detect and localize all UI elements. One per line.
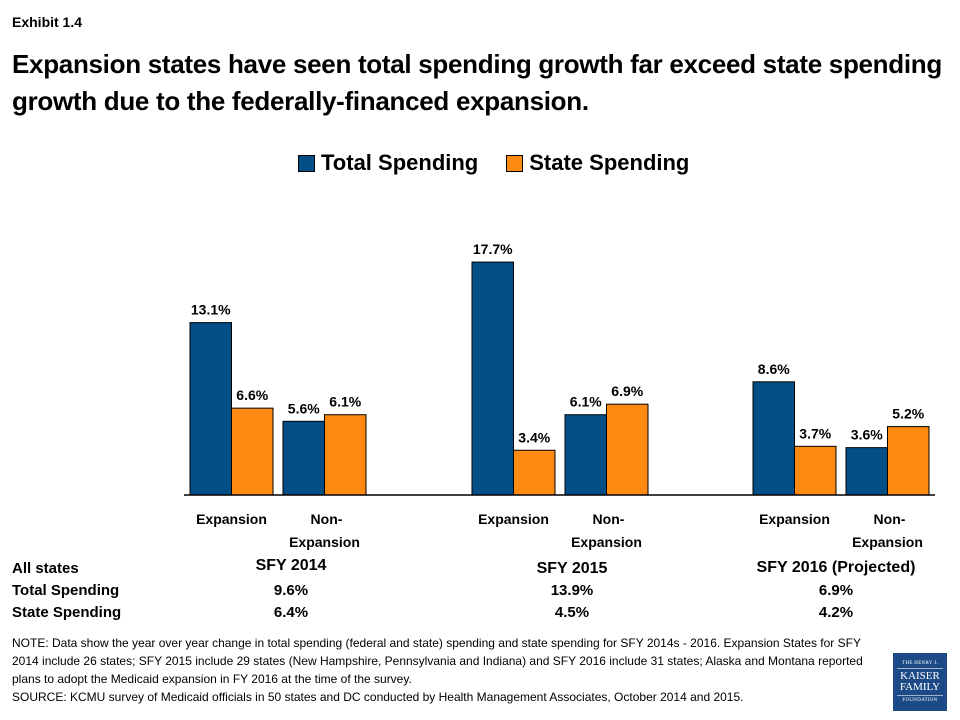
legend-item-total-spending: Total Spending <box>298 150 478 176</box>
row-header-state-spending: State Spending <box>12 604 122 621</box>
state-value-sfy2015: 4.5% <box>554 604 590 621</box>
state-value-sfy2016: 4.2% <box>818 604 854 621</box>
note-text: NOTE: Data show the year over year chang… <box>12 636 863 686</box>
chart-title: Expansion states have seen total spendin… <box>12 49 942 116</box>
category-label-1-1-0: Non- <box>593 511 625 527</box>
data-label-state-0-1: 6.1% <box>329 394 361 410</box>
category-label-2-1-0: Non- <box>874 511 906 527</box>
bar-total-1-1 <box>564 414 607 496</box>
legend-swatch-state <box>506 154 524 172</box>
source-text: SOURCE: KCMU survey of Medicaid official… <box>12 690 744 704</box>
legend-label-state: State Spending <box>529 150 690 175</box>
logo-line-3: FAMILY <box>899 681 941 693</box>
row-header-total-spending: Total Spending <box>12 582 120 599</box>
data-label-state-0-0: 6.6% <box>236 387 268 403</box>
column-header-sfy2016: SFY 2016 (Projected) <box>756 559 916 576</box>
data-label-total-0-1: 5.6% <box>288 400 320 416</box>
bar-total-2-0 <box>752 381 795 496</box>
total-value-sfy2014: 9.6% <box>273 582 309 599</box>
bar-state-0-0 <box>231 407 274 496</box>
data-label-total-1-0: 17.7% <box>473 241 513 257</box>
data-label-state-1-0: 3.4% <box>518 429 550 445</box>
total-value-sfy2015: 13.9% <box>550 582 594 599</box>
data-label-total-1-1: 6.1% <box>570 394 602 410</box>
logo-line-1: THE HENRY J. <box>897 661 943 669</box>
category-label-0-1-0: Non- <box>311 511 343 527</box>
notes: NOTE: Data show the year over year chang… <box>12 634 872 706</box>
bar-state-2-1 <box>887 426 930 496</box>
column-header-sfy2015: SFY 2015 <box>536 560 608 577</box>
data-label-total-2-1: 3.6% <box>851 427 883 443</box>
bar-chart: 13.1% 6.6% Expansion 5.6% 6.1% Non- Expansion 1… <box>184 241 935 550</box>
bar-state-1-1 <box>606 403 649 496</box>
bar-total-0-0 <box>189 322 232 496</box>
category-label-2-1-1: Expansion <box>852 534 923 550</box>
data-label-state-2-0: 3.7% <box>799 425 831 441</box>
total-value-sfy2016: 6.9% <box>818 582 854 599</box>
kff-logo: THE HENRY J. KAISER FAMILY FOUNDATION <box>893 653 947 711</box>
category-label-0-1-1: Expansion <box>289 534 360 550</box>
legend: Total Spending State Spending <box>298 150 689 176</box>
state-value-sfy2014: 6.4% <box>273 604 309 621</box>
bar-state-1-0 <box>513 449 556 496</box>
bar-state-2-0 <box>794 445 837 496</box>
row-header-all-states: All states <box>12 560 79 577</box>
data-label-state-1-1: 6.9% <box>611 383 643 399</box>
bar-total-0-1 <box>282 420 325 496</box>
category-label-1-0-0: Expansion <box>478 511 549 527</box>
legend-label-total: Total Spending <box>321 150 479 175</box>
data-label-total-2-0: 8.6% <box>758 361 790 377</box>
category-label-1-1-1: Expansion <box>571 534 642 550</box>
logo-line-2: KAISER <box>900 670 940 682</box>
category-label-0-0-0: Expansion <box>196 511 267 527</box>
legend-item-state-spending: State Spending <box>506 150 689 176</box>
category-label-2-0-0: Expansion <box>759 511 830 527</box>
data-label-total-0-0: 13.1% <box>191 302 231 318</box>
bar-total-1-0 <box>471 261 514 496</box>
logo-line-4: FOUNDATION <box>897 695 943 703</box>
column-header-sfy2014: SFY 2014 <box>255 557 327 574</box>
exhibit-label: Exhibit 1.4 <box>12 14 83 30</box>
data-label-state-2-1: 5.2% <box>892 406 924 422</box>
bar-total-2-1 <box>845 447 888 496</box>
legend-swatch-total <box>298 154 315 172</box>
bar-state-0-1 <box>324 414 367 496</box>
